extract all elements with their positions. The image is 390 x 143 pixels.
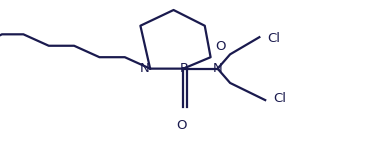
Text: P: P	[179, 62, 187, 75]
Text: N: N	[140, 62, 150, 75]
Text: Cl: Cl	[267, 32, 280, 45]
Text: O: O	[176, 119, 186, 132]
Text: N: N	[213, 62, 223, 75]
Text: Cl: Cl	[273, 92, 286, 105]
Text: O: O	[215, 40, 226, 53]
